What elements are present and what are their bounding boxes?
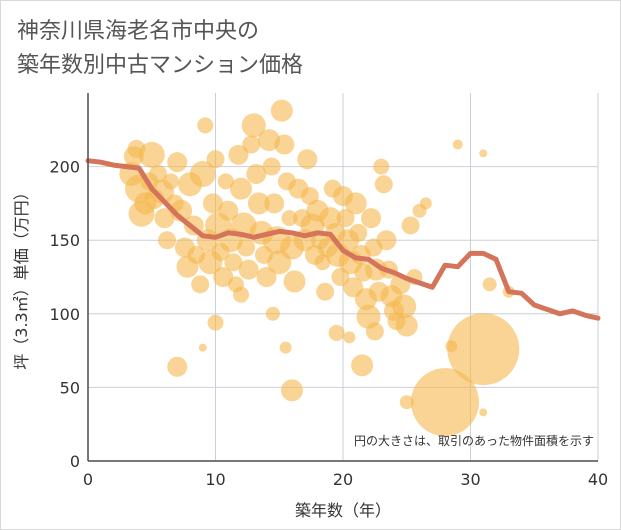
bubble-point bbox=[247, 192, 270, 215]
bubble-point bbox=[262, 157, 281, 176]
x-tick-label: 20 bbox=[333, 470, 353, 489]
bubble-point bbox=[189, 160, 216, 187]
size-note: 円の大きさは、取引のあった物件面積を示す bbox=[354, 433, 594, 448]
bubble-point bbox=[265, 306, 280, 321]
bubble-point bbox=[343, 331, 356, 344]
bubble-point bbox=[349, 223, 368, 242]
bubble-point bbox=[316, 282, 335, 301]
bubble-point bbox=[274, 134, 295, 155]
x-tick-label: 40 bbox=[588, 470, 608, 489]
bubble-point bbox=[452, 139, 463, 150]
trend-line-group bbox=[85, 158, 601, 321]
y-axis-label: 坪（3.3㎡）単価（万円） bbox=[12, 184, 31, 369]
x-tick-label: 10 bbox=[205, 470, 225, 489]
bubble-point bbox=[479, 149, 488, 158]
trend-line bbox=[85, 158, 601, 321]
bubble-point bbox=[242, 135, 261, 154]
bubble-point bbox=[217, 173, 234, 190]
chart-title-line2: 築年数別中古マンション価格 bbox=[17, 53, 304, 78]
bubble-point bbox=[365, 258, 388, 281]
bubble-point bbox=[228, 144, 249, 165]
y-tick-label: 0 bbox=[70, 452, 80, 471]
tick-labels: 0 10 20 30 40 0 50 100 150 200 bbox=[49, 158, 608, 489]
bubble-point bbox=[374, 175, 393, 194]
bubble-point bbox=[264, 193, 285, 214]
bubble-point bbox=[213, 267, 234, 287]
bubble-point bbox=[167, 356, 188, 377]
bubble-point bbox=[392, 294, 417, 319]
bubble-point bbox=[158, 231, 177, 250]
x-tick-label: 30 bbox=[460, 470, 480, 489]
x-axis-label: 築年数（年） bbox=[295, 501, 391, 520]
bubble-point bbox=[447, 313, 520, 386]
bubble-point bbox=[373, 158, 390, 175]
bubble-point bbox=[419, 197, 432, 210]
bubble-point bbox=[162, 173, 179, 190]
bubble-point bbox=[256, 267, 277, 287]
bubble-point bbox=[336, 209, 355, 228]
bubble-point bbox=[154, 208, 175, 229]
bubble-point bbox=[297, 149, 318, 170]
bubble-point bbox=[198, 343, 207, 352]
bubble-point bbox=[399, 395, 414, 410]
bubble-point bbox=[328, 324, 345, 341]
bubble-point bbox=[233, 286, 249, 303]
bubble-point bbox=[191, 275, 210, 294]
y-tick-label: 200 bbox=[49, 158, 80, 177]
bubble-point bbox=[246, 163, 267, 184]
bubble-point bbox=[218, 200, 239, 221]
bubble-point bbox=[167, 152, 188, 173]
bubble-point bbox=[270, 99, 293, 122]
bubble-point bbox=[202, 193, 223, 214]
bubble-point bbox=[376, 230, 397, 251]
y-tick-label: 150 bbox=[49, 231, 80, 250]
chart-title: 神奈川県海老名市中央の 築年数別中古マンション価格 bbox=[17, 15, 303, 83]
bubble-point bbox=[197, 117, 214, 134]
bubble-point bbox=[395, 314, 418, 337]
x-tick-label: 0 bbox=[83, 470, 93, 489]
bubble-point bbox=[230, 177, 252, 200]
bubble-point bbox=[237, 238, 256, 257]
bubble-point bbox=[281, 379, 303, 402]
axes bbox=[87, 93, 598, 462]
bubble-point bbox=[351, 354, 374, 377]
bubble-point bbox=[224, 253, 243, 272]
bubble-point bbox=[479, 408, 488, 417]
bubble-point bbox=[206, 150, 225, 169]
y-tick-label: 50 bbox=[60, 378, 80, 397]
bubble-point bbox=[401, 216, 420, 235]
chart-title-line1: 神奈川県海老名市中央の bbox=[17, 19, 260, 44]
bubble-point bbox=[344, 192, 367, 215]
bubble-point bbox=[281, 210, 298, 227]
bubble-point bbox=[411, 368, 479, 437]
bubble-point bbox=[207, 314, 224, 331]
bubble-point bbox=[365, 322, 384, 341]
bubble-point bbox=[241, 113, 266, 138]
bubble-point bbox=[283, 270, 306, 293]
bubble-point bbox=[361, 208, 382, 229]
bubble-point bbox=[238, 259, 259, 280]
bubble-point bbox=[279, 341, 292, 354]
y-tick-label: 100 bbox=[49, 305, 80, 324]
bubble-series bbox=[119, 99, 520, 437]
bubble-point bbox=[149, 164, 168, 183]
bubble-point bbox=[482, 277, 497, 292]
bubble-point bbox=[138, 141, 165, 168]
